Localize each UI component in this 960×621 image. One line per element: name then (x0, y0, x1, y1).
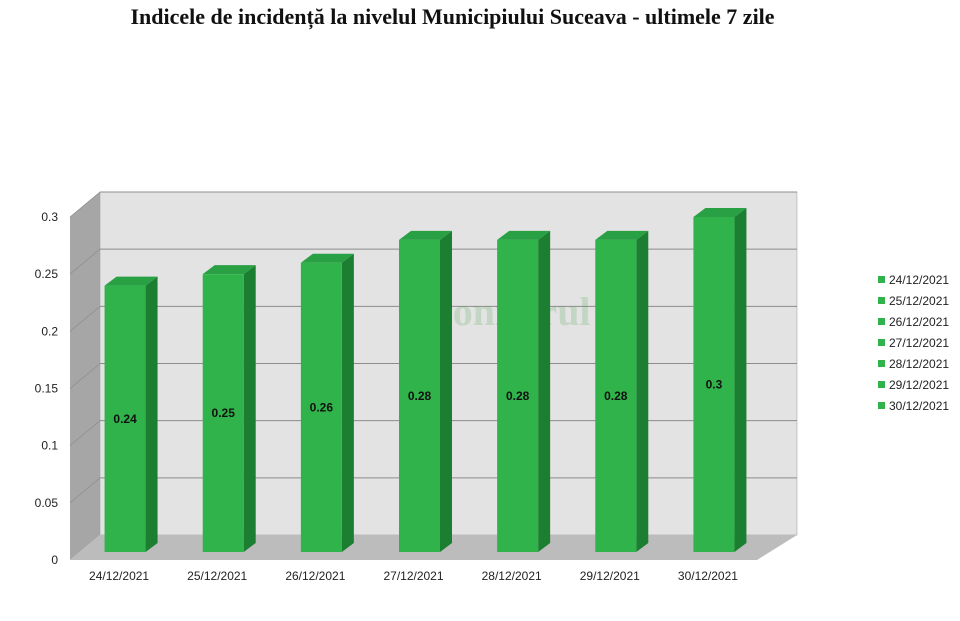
x-tick-label: 24/12/2021 (89, 569, 149, 583)
legend-entry: 24/12/2021 (889, 273, 949, 287)
legend-marker (878, 360, 885, 367)
bar-top (497, 230, 551, 240)
bar-28/12/2021: 0.28 (497, 230, 551, 552)
bar-front (595, 239, 637, 552)
legend-marker (878, 381, 885, 388)
bar-24/12/2021: 0.24 (104, 276, 158, 552)
legend-marker (878, 318, 885, 325)
bar-side (734, 208, 747, 552)
legend-entry: 29/12/2021 (889, 378, 949, 392)
data-label: 0.3 (706, 378, 723, 392)
gridline-side (69, 248, 101, 275)
legend-entry: 27/12/2021 (889, 336, 949, 350)
bar-side (145, 276, 158, 552)
bar-side (636, 230, 649, 552)
y-tick-label: 0 (51, 553, 58, 567)
y-tick-label: 0.2 (41, 324, 58, 338)
bar-side (440, 230, 452, 552)
bar-27/12/2021: 0.28 (399, 230, 452, 552)
x-tick-label: 29/12/2021 (580, 569, 640, 583)
legend-marker (878, 339, 885, 346)
x-tick-label: 26/12/2021 (285, 569, 345, 583)
bar-30/12/2021: 0.3 (693, 208, 747, 552)
legend: 24/12/2021 25/12/2021 26/12/2021 27/12/2021… (878, 273, 949, 413)
y-tick-label: 0.1 (41, 439, 58, 453)
bar-25/12/2021: 0.25 (202, 265, 256, 552)
bar-top (399, 230, 452, 240)
y-tick-label: 0.25 (35, 267, 59, 281)
data-label: 0.25 (212, 406, 236, 420)
gridline-side (69, 191, 101, 218)
data-label: 0.24 (113, 412, 137, 426)
y-tick-label: 0.05 (35, 496, 59, 510)
legend-entry: 28/12/2021 (889, 357, 949, 371)
gridline-side (69, 477, 101, 504)
chart-title: Indicele de incidență la nivelul Municip… (130, 4, 775, 29)
bar-26/12/2021: 0.26 (300, 253, 354, 552)
x-tick-label: 25/12/2021 (187, 569, 247, 583)
gridline-side (69, 306, 101, 332)
bar-front (497, 239, 539, 552)
bar-front (399, 239, 440, 552)
bar-front (104, 285, 146, 552)
bar-side (243, 265, 256, 552)
bar-top (693, 208, 747, 217)
x-axis-ticks: 24/12/2021 25/12/2021 26/12/2021 27/12/2021… (89, 569, 738, 583)
bar-front (300, 262, 342, 552)
bar-top (202, 265, 256, 275)
bar-top (595, 230, 649, 240)
y-axis-ticks: 0 0.05 0.1 0.15 0.2 0.25 0.3 (35, 210, 59, 567)
data-label: 0.28 (604, 389, 628, 403)
legend-entry: 30/12/2021 (889, 399, 949, 413)
legend-marker (878, 402, 885, 409)
legend-entry: 25/12/2021 (889, 294, 949, 308)
bar-front (693, 217, 735, 552)
x-tick-label: 30/12/2021 (678, 569, 738, 583)
bar-top (300, 253, 354, 263)
bars: 0.24 0.25 0.26 0.28 0.28 0.28 0.3 (104, 208, 747, 552)
legend-marker (878, 297, 885, 304)
legend-marker (878, 276, 885, 283)
y-tick-label: 0.15 (35, 382, 59, 396)
bar-side (538, 230, 551, 552)
bar-front (202, 274, 244, 552)
data-label: 0.28 (408, 389, 432, 403)
gridline-side (69, 420, 101, 446)
x-tick-label: 28/12/2021 (482, 569, 542, 583)
bar-top (104, 276, 158, 286)
bar-side (341, 253, 354, 552)
data-label: 0.28 (506, 389, 530, 403)
x-tick-label: 27/12/2021 (383, 569, 443, 583)
gridline-side (69, 363, 101, 389)
legend-entry: 26/12/2021 (889, 315, 949, 329)
bar-29/12/2021: 0.28 (595, 230, 649, 552)
data-label: 0.26 (310, 400, 334, 414)
y-tick-label: 0.3 (41, 210, 58, 224)
